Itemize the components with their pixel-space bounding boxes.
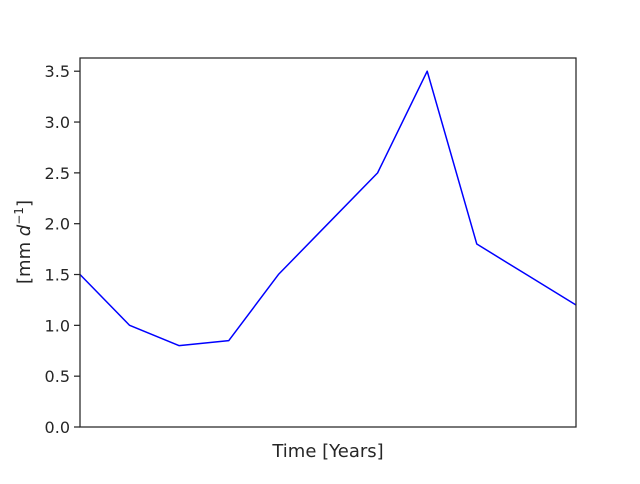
- y-axis-label: [mm d−1]: [12, 200, 35, 284]
- plot-area: [79, 70, 577, 347]
- series-line-0: [79, 70, 577, 347]
- y-axis-label-suffix: ]: [14, 200, 35, 207]
- x-axis-label: Time [Years]: [271, 441, 383, 462]
- y-tick-label: 0.0: [45, 418, 70, 437]
- y-tick-label: 2.0: [45, 215, 70, 234]
- y-axis-ticks: 0.0 0.5 1.0 1.5 2.0 2.5 3.0 3.5: [45, 62, 80, 437]
- y-axis-label-variable: d: [14, 224, 35, 236]
- y-axis-label-prefix: [mm: [14, 236, 35, 284]
- axes-frame: [79, 57, 577, 428]
- y-tick-label: 3.0: [45, 113, 70, 132]
- y-tick-label: 1.5: [45, 266, 70, 285]
- y-axis-label-exponent: −1: [12, 207, 26, 225]
- y-tick-label: 1.0: [45, 316, 70, 335]
- y-tick-label: 2.5: [45, 164, 70, 183]
- y-tick-label: 3.5: [45, 62, 70, 81]
- y-tick-label: 0.5: [45, 367, 70, 386]
